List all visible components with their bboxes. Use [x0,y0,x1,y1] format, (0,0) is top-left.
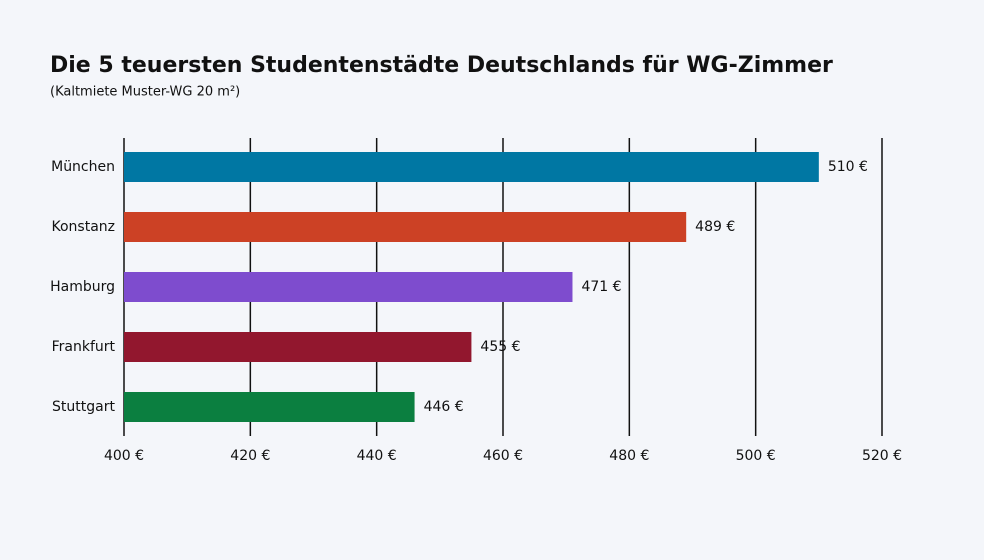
chart-title: Die 5 teuersten Studentenstädte Deutschl… [50,53,833,78]
x-tick-label: 500 € [736,448,776,464]
chart-subtitle: (Kaltmiete Muster-WG 20 m²) [50,85,240,100]
x-tick-label: 420 € [230,448,270,464]
x-tick-label: 400 € [104,448,144,464]
value-label: 446 € [424,399,464,415]
x-tick-label: 520 € [862,448,902,464]
x-tick-label: 440 € [357,448,397,464]
y-tick-label: Frankfurt [52,339,116,355]
value-label: 471 € [581,279,621,295]
value-label: 455 € [480,339,520,355]
y-tick-label: Stuttgart [52,399,115,415]
bar [124,272,573,302]
y-tick-label: Hamburg [50,279,115,295]
value-label: 489 € [695,219,735,235]
x-tick-label: 460 € [483,448,523,464]
bar [124,212,687,242]
bar [124,392,415,422]
x-tick-label: 480 € [609,448,649,464]
value-label: 510 € [828,159,868,175]
y-tick-label: Konstanz [51,219,115,235]
bar [124,332,472,362]
bar [124,152,819,182]
y-tick-label: München [51,159,115,175]
